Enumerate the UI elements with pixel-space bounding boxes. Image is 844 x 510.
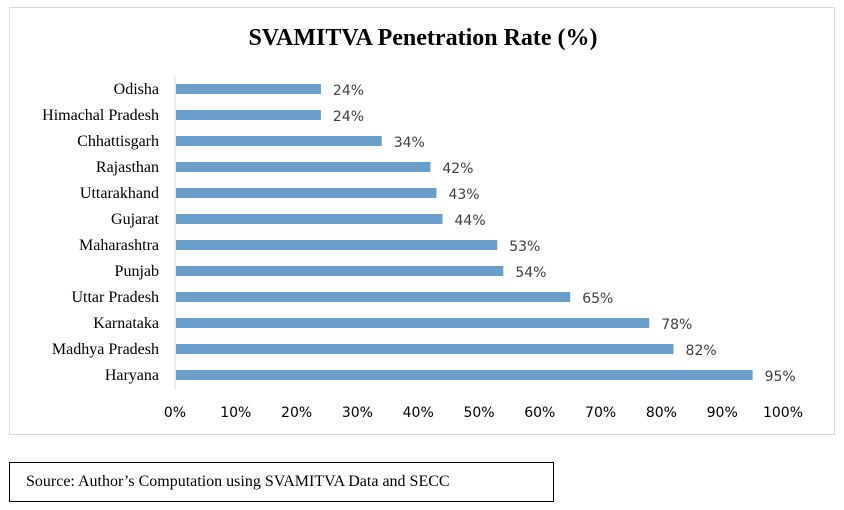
x-tick-label: 10% xyxy=(220,405,251,421)
bar xyxy=(176,240,498,250)
category-label: Uttarakhand xyxy=(80,185,159,202)
penetration-rate-chart: SVAMITVA Penetration Rate (%) Odisha Hima… xyxy=(42,25,803,421)
bars-group xyxy=(176,84,753,380)
x-tick-label: 100% xyxy=(763,405,803,421)
chart-title: SVAMITVA Penetration Rate (%) xyxy=(248,25,597,51)
category-label: Haryana xyxy=(105,367,159,384)
bar xyxy=(176,370,753,380)
data-label: 34% xyxy=(394,135,425,151)
bar xyxy=(176,344,674,354)
data-label: 78% xyxy=(661,317,692,333)
data-label: 43% xyxy=(448,187,479,203)
x-tick-label: 0% xyxy=(164,405,186,421)
x-tick-label: 60% xyxy=(524,405,555,421)
x-tick-label: 20% xyxy=(281,405,312,421)
bar xyxy=(176,266,504,276)
data-label: 82% xyxy=(686,343,717,359)
bar xyxy=(176,84,321,94)
bar xyxy=(176,110,321,120)
bar xyxy=(176,162,431,172)
x-tick-label: 40% xyxy=(403,405,434,421)
category-label: Karnataka xyxy=(93,315,159,332)
data-label: 54% xyxy=(515,265,546,281)
data-label: 53% xyxy=(509,239,540,255)
source-text: Source: Author’s Computation using SVAMI… xyxy=(26,473,450,490)
data-labels: 24% 24% 34% 42% 43% 44% 53% 54% 65% 78% 82% 95% xyxy=(333,83,796,385)
category-label: Punjab xyxy=(115,263,159,280)
category-label: Gujarat xyxy=(111,211,160,228)
x-tick-labels: 0% 10% 20% 30% 40% 50% 60% 70% 80% 90% 100% xyxy=(164,405,803,421)
data-label: 24% xyxy=(333,109,364,125)
source-note: Source: Author’s Computation using SVAMI… xyxy=(9,462,554,502)
category-label: Himachal Pradesh xyxy=(42,107,159,124)
data-label: 95% xyxy=(765,369,796,385)
category-label: Uttar Pradesh xyxy=(71,289,159,306)
data-label: 24% xyxy=(333,83,364,99)
bar xyxy=(176,318,650,328)
data-label: 65% xyxy=(582,291,613,307)
category-label: Madhya Pradesh xyxy=(52,341,159,358)
bar xyxy=(176,188,437,198)
data-label: 42% xyxy=(442,161,473,177)
bar xyxy=(176,292,571,302)
category-labels: Odisha Himachal Pradesh Chhattisgarh Rajast… xyxy=(42,81,159,384)
category-label: Maharashtra xyxy=(79,237,159,254)
category-label: Chhattisgarh xyxy=(77,133,159,150)
x-tick-label: 50% xyxy=(463,405,494,421)
bar xyxy=(176,136,382,146)
category-label: Rajasthan xyxy=(96,159,159,176)
x-tick-label: 70% xyxy=(585,405,616,421)
data-label: 44% xyxy=(455,213,486,229)
x-tick-label: 90% xyxy=(707,405,738,421)
x-tick-label: 30% xyxy=(342,405,373,421)
bar xyxy=(176,214,443,224)
x-tick-label: 80% xyxy=(646,405,677,421)
category-label: Odisha xyxy=(114,81,159,98)
